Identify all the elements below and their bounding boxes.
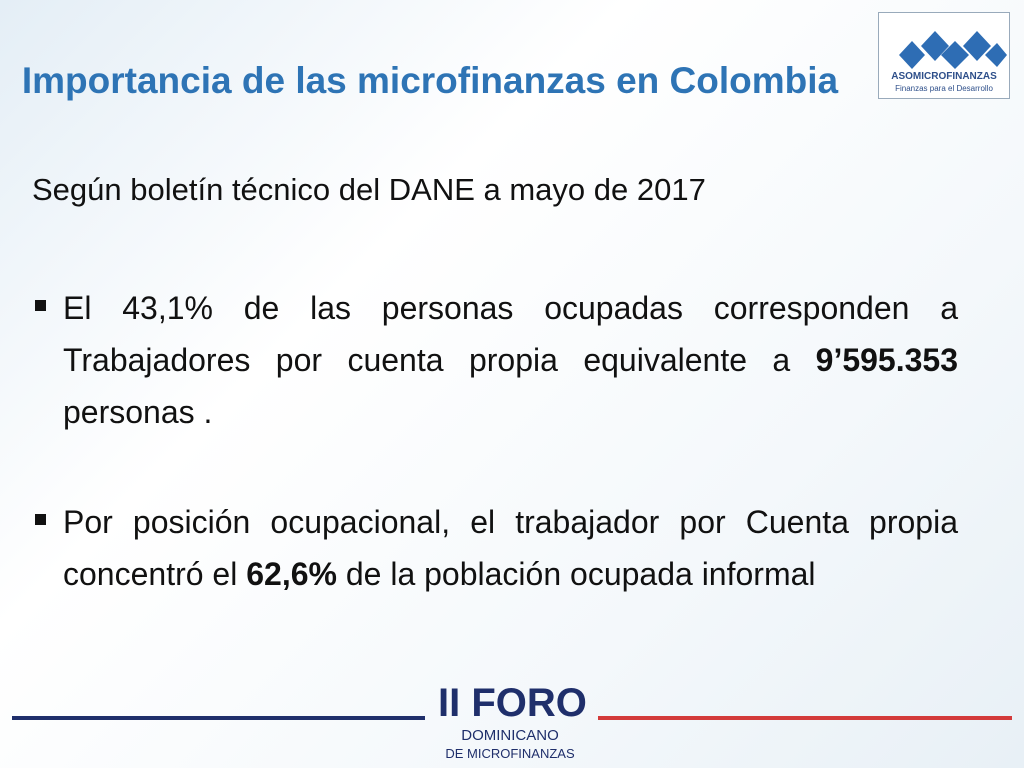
bullet: El 43,1% de las personas ocupadas corres… xyxy=(35,282,958,438)
footer-line xyxy=(12,716,425,720)
event-name: II FORO xyxy=(438,681,587,725)
bold-text: 9’595.353 xyxy=(815,342,958,378)
event-subtitle: DOMINICANO xyxy=(461,727,559,744)
bullet-marker xyxy=(35,514,46,525)
bullet-marker xyxy=(35,300,46,311)
footer-logo: II FORO DOMINICANO DE MICROFINANZAS xyxy=(438,681,587,761)
logo: ASOMICROFINANZAS Finanzas para el Desarr… xyxy=(878,12,1010,99)
event-subtitle: DE MICROFINANZAS xyxy=(445,746,575,761)
text: de la población ocupada informal xyxy=(336,556,816,592)
footer-line xyxy=(598,716,1012,720)
intro: Según boletín técnico del DANE a mayo de… xyxy=(32,172,706,207)
logo-graphic: ASOMICROFINANZAS Finanzas para el Desarr… xyxy=(891,31,1007,93)
logo-tagline: Finanzas para el Desarrollo xyxy=(895,84,993,93)
text: Por posición ocupacional, el trabajador … xyxy=(63,504,967,592)
bullet: Por posición ocupacional, el trabajador … xyxy=(35,496,958,600)
logo-name: ASOMICROFINANZAS xyxy=(891,71,997,82)
bold-text: 62,6% xyxy=(246,556,337,592)
text: El 43,1% de las personas ocupadas corres… xyxy=(63,290,967,378)
title: Importancia de las microfinanzas en Colo… xyxy=(21,60,839,101)
text: personas . xyxy=(63,342,967,430)
